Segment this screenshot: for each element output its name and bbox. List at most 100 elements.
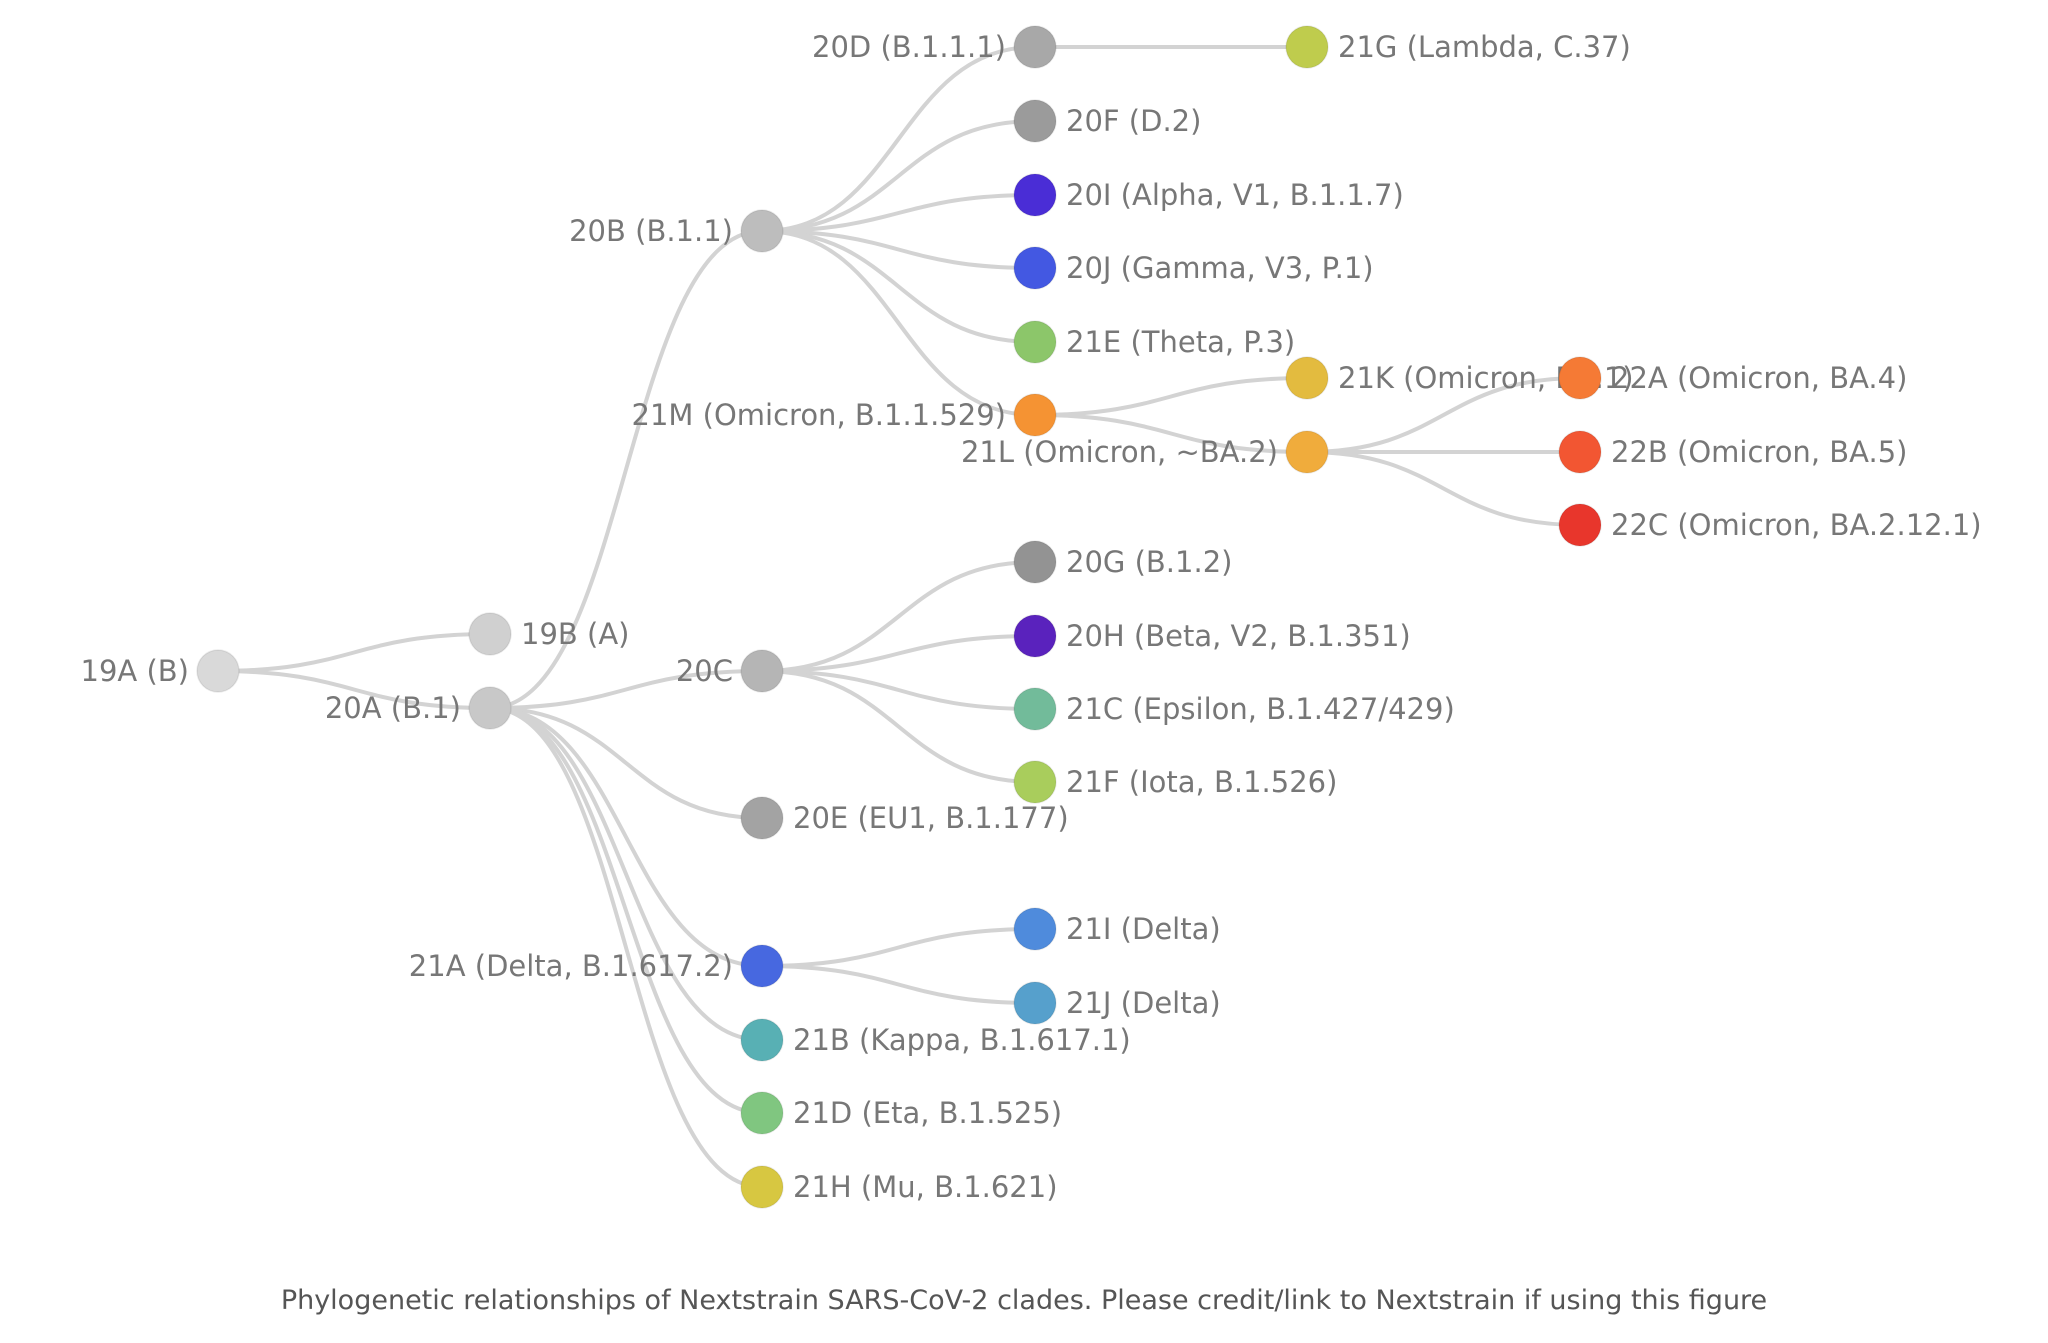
- clade-label: 20A (B.1): [325, 691, 461, 725]
- clade-node-21j[interactable]: 21J (Delta): [1013, 981, 1221, 1025]
- clade-marker[interactable]: [1013, 540, 1057, 584]
- clade-node-21i[interactable]: 21I (Delta): [1013, 907, 1221, 951]
- clade-node-21d[interactable]: 21D (Eta, B.1.525): [740, 1091, 1062, 1135]
- edge-20a-20c: [489, 669, 763, 710]
- clade-marker[interactable]: [1013, 687, 1057, 731]
- clade-marker[interactable]: [1558, 430, 1602, 474]
- edge-21l-22c: [1306, 450, 1581, 527]
- clade-label: 22B (Omicron, BA.5): [1611, 435, 1907, 469]
- edge-20a-21b: [489, 706, 763, 1042]
- edge-20a-20b: [489, 229, 763, 710]
- clade-node-20c[interactable]: 20C: [676, 649, 784, 693]
- clade-label: 20J (Gamma, V3, P.1): [1066, 251, 1374, 285]
- edge-20a-21a: [489, 706, 763, 968]
- clade-marker[interactable]: [1013, 981, 1057, 1025]
- clade-marker[interactable]: [740, 944, 784, 988]
- clade-marker[interactable]: [1013, 246, 1057, 290]
- clade-node-21l[interactable]: 21L (Omicron, ~BA.2): [961, 430, 1329, 474]
- clade-node-22b[interactable]: 22B (Omicron, BA.5): [1558, 430, 1907, 474]
- clade-node-21c[interactable]: 21C (Epsilon, B.1.427/429): [1013, 687, 1455, 731]
- clade-marker[interactable]: [1285, 25, 1329, 69]
- clade-marker[interactable]: [1013, 25, 1057, 69]
- clade-node-21m[interactable]: 21M (Omicron, B.1.1.529): [632, 393, 1057, 437]
- clade-label: 20H (Beta, V2, B.1.351): [1066, 619, 1411, 653]
- edge-20c-21c: [761, 669, 1036, 711]
- tree-nodes: 19A (B) 19B (A) 20A (B.1) 20B (B.1.1) 20C 20E…: [81, 25, 1982, 1209]
- clade-node-21g[interactable]: 21G (Lambda, C.37): [1285, 25, 1631, 69]
- clade-node-22c[interactable]: 22C (Omicron, BA.2.12.1): [1558, 503, 1982, 547]
- figure-caption: Phylogenetic relationships of Nextstrain…: [280, 1285, 1768, 1316]
- clade-marker[interactable]: [740, 649, 784, 693]
- clade-marker[interactable]: [1013, 99, 1057, 143]
- clade-marker[interactable]: [1013, 760, 1057, 804]
- edge-21m-21k: [1034, 376, 1308, 417]
- edge-20c-21f: [761, 669, 1036, 784]
- clade-marker[interactable]: [740, 1165, 784, 1209]
- clade-label: 21C (Epsilon, B.1.427/429): [1066, 692, 1455, 726]
- clade-label: 20F (D.2): [1066, 104, 1201, 138]
- clade-label: 20I (Alpha, V1, B.1.1.7): [1066, 178, 1404, 212]
- clade-node-21a[interactable]: 21A (Delta, B.1.617.2): [409, 944, 784, 988]
- clade-label: 21J (Delta): [1066, 986, 1221, 1020]
- clade-marker[interactable]: [1558, 356, 1602, 400]
- clade-node-20f[interactable]: 20F (D.2): [1013, 99, 1201, 143]
- clade-node-21f[interactable]: 21F (Iota, B.1.526): [1013, 760, 1337, 804]
- clade-node-20d[interactable]: 20D (B.1.1.1): [812, 25, 1057, 69]
- clade-label: 20E (EU1, B.1.177): [793, 801, 1069, 835]
- clade-marker[interactable]: [1013, 173, 1057, 217]
- clade-marker[interactable]: [740, 209, 784, 253]
- tree-edges: [217, 44, 1581, 1189]
- clade-node-21e[interactable]: 21E (Theta, P.3): [1013, 320, 1295, 364]
- edge-20b-20i: [761, 193, 1036, 233]
- clade-marker[interactable]: [1013, 907, 1057, 951]
- edge-21m-21l: [1034, 413, 1308, 454]
- clade-label: 21A (Delta, B.1.617.2): [409, 949, 733, 983]
- edge-20b-21e: [761, 229, 1036, 344]
- clade-label: 20D (B.1.1.1): [812, 30, 1006, 64]
- clade-node-19b[interactable]: 19B (A): [468, 612, 629, 656]
- clade-label: 21E (Theta, P.3): [1066, 325, 1295, 359]
- clade-node-21b[interactable]: 21B (Kappa, B.1.617.1): [740, 1018, 1131, 1062]
- clade-node-20g[interactable]: 20G (B.1.2): [1013, 540, 1232, 584]
- edge-20b-20d: [761, 45, 1036, 233]
- clade-label: 21B (Kappa, B.1.617.1): [793, 1023, 1131, 1057]
- clade-marker[interactable]: [740, 1018, 784, 1062]
- clade-node-20h[interactable]: 20H (Beta, V2, B.1.351): [1013, 614, 1411, 658]
- clade-node-20b[interactable]: 20B (B.1.1): [569, 209, 784, 253]
- clade-label: 19B (A): [521, 617, 629, 651]
- clade-label: 21M (Omicron, B.1.1.529): [632, 398, 1007, 432]
- clade-marker[interactable]: [196, 649, 240, 693]
- clade-label: 19A (B): [81, 654, 189, 688]
- clade-node-21h[interactable]: 21H (Mu, B.1.621): [740, 1165, 1058, 1209]
- clade-marker[interactable]: [468, 612, 512, 656]
- clade-marker[interactable]: [468, 686, 512, 730]
- clade-label: 21F (Iota, B.1.526): [1066, 765, 1337, 799]
- clade-marker[interactable]: [1013, 614, 1057, 658]
- edge-20a-21h: [489, 706, 763, 1189]
- clade-node-22a[interactable]: 22A (Omicron, BA.4): [1558, 356, 1907, 400]
- edge-19a-20a: [217, 669, 491, 710]
- clade-marker[interactable]: [1285, 356, 1329, 400]
- clade-node-20e[interactable]: 20E (EU1, B.1.177): [740, 796, 1069, 840]
- clade-node-20a[interactable]: 20A (B.1): [325, 686, 512, 730]
- clade-node-19a[interactable]: 19A (B): [81, 649, 240, 693]
- clade-marker[interactable]: [1285, 430, 1329, 474]
- clade-node-20i[interactable]: 20I (Alpha, V1, B.1.1.7): [1013, 173, 1404, 217]
- clade-label: 20C: [676, 654, 733, 688]
- edge-20b-20f: [761, 119, 1036, 233]
- clade-label: 21L (Omicron, ~BA.2): [961, 435, 1278, 469]
- edge-19a-19b: [217, 632, 491, 673]
- clade-marker[interactable]: [740, 796, 784, 840]
- clade-marker[interactable]: [1013, 393, 1057, 437]
- clade-label: 21G (Lambda, C.37): [1338, 30, 1631, 64]
- edge-21l-22a: [1306, 376, 1581, 454]
- edge-21a-21i: [761, 927, 1036, 968]
- clade-marker[interactable]: [1558, 503, 1602, 547]
- clade-label: 21I (Delta): [1066, 912, 1221, 946]
- edge-20a-21d: [489, 706, 763, 1115]
- clade-node-20j[interactable]: 20J (Gamma, V3, P.1): [1013, 246, 1374, 290]
- clade-label: 22A (Omicron, BA.4): [1611, 361, 1907, 395]
- clade-marker[interactable]: [740, 1091, 784, 1135]
- clade-marker[interactable]: [1013, 320, 1057, 364]
